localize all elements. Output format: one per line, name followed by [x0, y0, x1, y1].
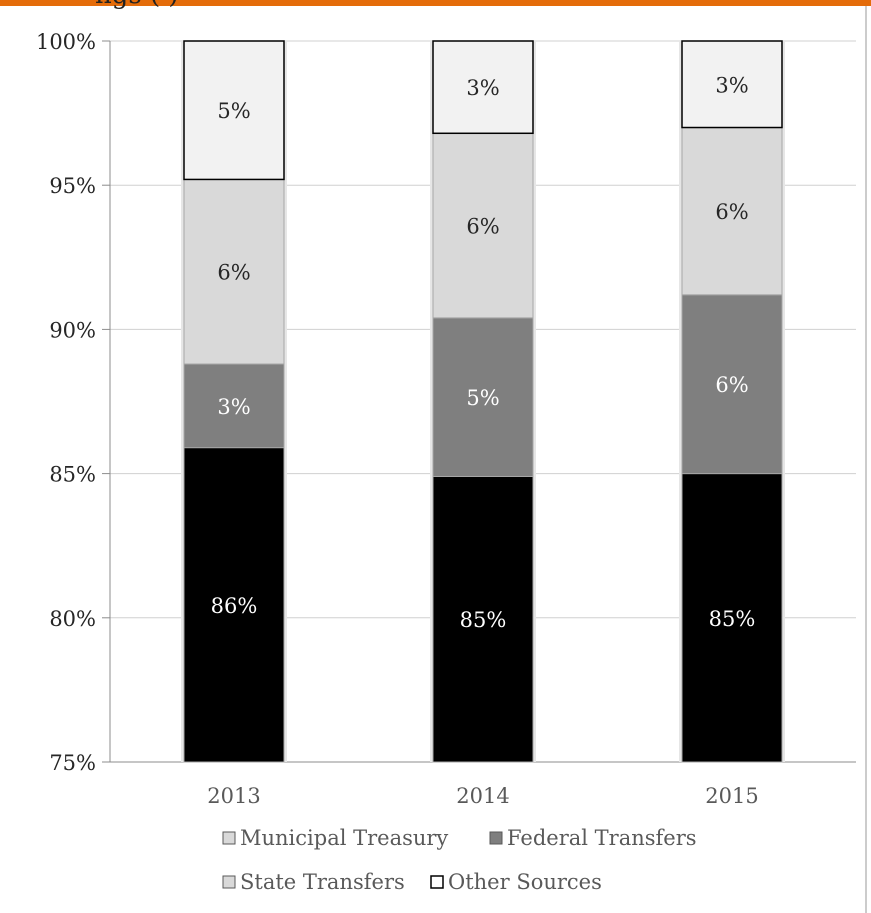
x-tick-label: 2013 — [207, 784, 260, 808]
data-label: 85% — [709, 607, 756, 631]
bar-segment — [681, 473, 783, 763]
bar-segment — [432, 40, 534, 135]
y-tick-label: 75% — [49, 751, 96, 775]
x-tick-label: 2015 — [705, 784, 758, 808]
legend-label: State Transfers — [240, 870, 405, 894]
data-label: 3% — [466, 76, 499, 100]
x-axis-labels: 2013 2014 2015 — [207, 784, 758, 808]
data-label: 6% — [715, 200, 748, 224]
bar-segment — [432, 317, 534, 477]
legend-swatch — [222, 831, 236, 845]
legend-label: Municipal Treasury — [240, 826, 448, 850]
data-label: 5% — [217, 99, 250, 123]
data-label: 6% — [715, 373, 748, 397]
bar-segment — [681, 294, 783, 475]
bar-segment — [432, 132, 534, 319]
data-label: 86% — [211, 594, 258, 618]
bar-segment — [183, 40, 285, 181]
data-label: 5% — [466, 386, 499, 410]
y-tick-label: 90% — [49, 318, 96, 342]
legend-swatch — [489, 831, 503, 845]
x-tick-label: 2014 — [456, 784, 509, 808]
legend-swatch — [222, 875, 236, 889]
y-tick-label: 80% — [49, 607, 96, 631]
legend: Municipal Treasury Federal Transfers State… — [222, 826, 697, 894]
data-label: 3% — [217, 395, 250, 419]
bar-segment — [183, 363, 285, 449]
bar-segment — [432, 475, 534, 763]
y-tick-label: 100% — [36, 30, 96, 54]
legend-label: Other Sources — [448, 870, 602, 894]
bars: 86% 3% 6% 5% 85% 5% 6% 3% 85% 6% 6% 3% — [181, 40, 785, 763]
header-accent-rule — [0, 0, 871, 6]
bar-segment — [681, 40, 783, 129]
y-tick-label: 95% — [49, 174, 96, 198]
y-axis: 75% 80% 85% 90% 95% 100% — [36, 30, 856, 775]
y-tick-label: 85% — [49, 463, 96, 487]
data-label: 85% — [460, 608, 507, 632]
bar-segment — [183, 447, 285, 763]
legend-label: Federal Transfers — [507, 826, 697, 850]
data-label: 6% — [217, 261, 250, 285]
legend-swatch — [430, 875, 444, 889]
bar-segment — [681, 127, 783, 296]
data-label: 6% — [466, 215, 499, 239]
bar-segment — [183, 178, 285, 365]
data-label: 3% — [715, 73, 748, 97]
partial-title-text: ngs ( ) — [95, 0, 179, 10]
